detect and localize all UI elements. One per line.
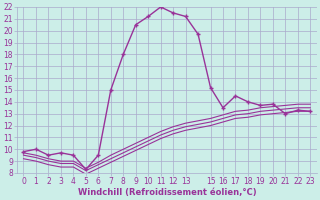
X-axis label: Windchill (Refroidissement éolien,°C): Windchill (Refroidissement éolien,°C) bbox=[77, 188, 256, 197]
